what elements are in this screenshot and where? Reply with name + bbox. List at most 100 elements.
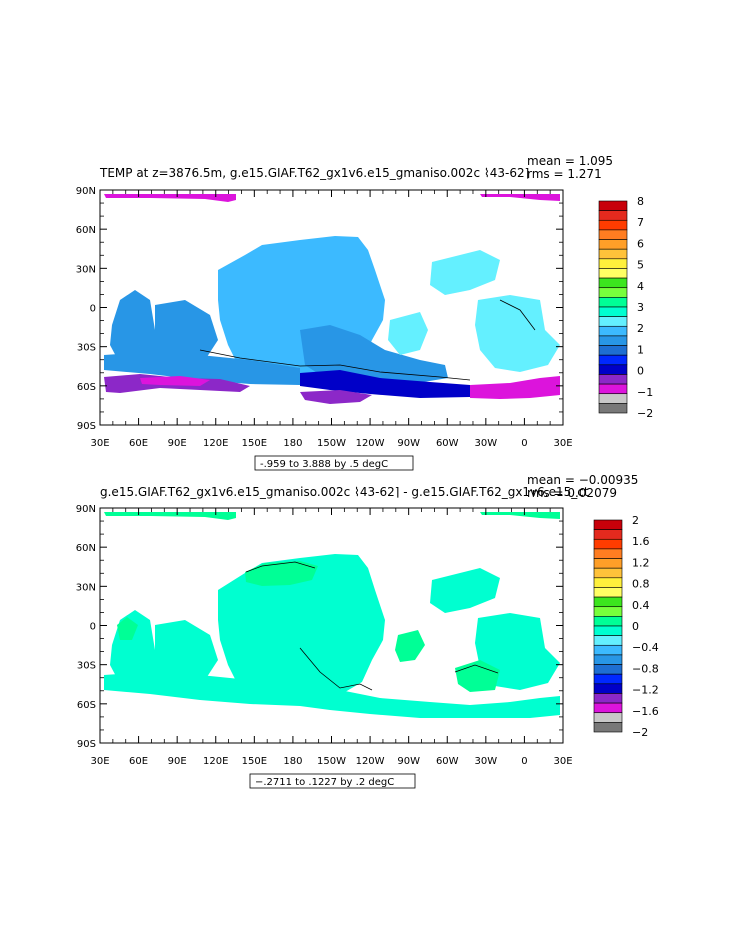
- panel-1-arctic-strip-east: [480, 194, 560, 201]
- panel-2-contour-info-box: [249, 773, 416, 789]
- colorbar-swatch: [598, 277, 628, 289]
- colorbar-swatch: [593, 635, 623, 646]
- colorbar-swatch: [593, 693, 623, 704]
- colorbar-label: −2: [637, 407, 653, 420]
- colorbar-label: 0: [632, 620, 639, 633]
- y-tick-label: 0: [90, 622, 96, 633]
- colorbar-label: −1.2: [632, 684, 659, 697]
- x-tick-label: 90W: [397, 438, 420, 449]
- x-tick-label: 180: [283, 438, 302, 449]
- panel-1-title: TEMP at z=3876.5m, g.e15.GIAF.T62_gx1v6.…: [99, 166, 529, 180]
- colorbar-swatch: [598, 354, 628, 366]
- colorbar-label: 1.2: [632, 556, 650, 569]
- x-tick-label: 90E: [168, 438, 187, 449]
- colorbar-swatch: [598, 335, 628, 346]
- y-tick-label: 30N: [76, 264, 96, 275]
- colorbar-swatch: [598, 287, 628, 298]
- x-tick-label: 60E: [129, 438, 148, 449]
- panel-2-colorbar: 2 1.6 1.2 0.8 0.4 0 −0.4 −0.8 −1.2 −1.6 −2: [593, 514, 659, 739]
- colorbar-swatch: [598, 239, 628, 250]
- y-tick-label: 60S: [77, 382, 96, 393]
- panel-1-contour-info-box: [254, 455, 414, 471]
- x-tick-label: 120E: [203, 756, 228, 767]
- x-tick-label: 30E: [90, 756, 109, 767]
- panel-1-x-axis: 30E 60E 90E 120E 150E 180 150W 120W 90W 60W 30W 0 30…: [90, 190, 573, 449]
- panel-1-southern-purple-2: [300, 390, 372, 404]
- colorbar-label: −0.8: [632, 662, 659, 675]
- panel-2-indian-east: [155, 620, 218, 688]
- colorbar-swatch: [598, 229, 628, 240]
- panel-2-y-axis: 90N 60N 30N 0 30S 60S 90S: [76, 504, 563, 750]
- colorbar-label: 0.8: [632, 578, 650, 591]
- y-tick-label: 90S: [77, 421, 96, 432]
- colorbar-swatch: [598, 383, 628, 395]
- colorbar-swatch: [593, 538, 623, 550]
- colorbar-label: 8: [637, 195, 644, 208]
- panel-2-pacific-green: [245, 561, 318, 586]
- colorbar-swatch: [598, 403, 628, 414]
- x-tick-label: 30E: [553, 756, 572, 767]
- colorbar-swatch: [593, 606, 623, 617]
- panel-2-map-field: [104, 512, 560, 718]
- panel-1-contour-info: -.959 to 3.888 by .5 degC: [260, 459, 388, 470]
- colorbar-label: 0: [637, 365, 644, 378]
- panel-1-southern-magenta: [470, 376, 560, 399]
- x-tick-label: 60E: [129, 756, 148, 767]
- colorbar-swatch: [593, 712, 623, 723]
- panel-2-contour-3: [454, 664, 499, 674]
- colorbar-label: 2: [632, 514, 639, 527]
- colorbar-swatch: [593, 567, 623, 579]
- colorbar-swatch: [598, 306, 628, 317]
- colorbar-label: −1: [637, 386, 653, 399]
- colorbar-swatch: [598, 393, 628, 404]
- panel-1-southern-blue-west: [104, 352, 300, 385]
- panel-2-x-axis: 30E 60E 90E 120E 150E 180 150W 120W 90W 60W 30W 0 30…: [90, 508, 573, 767]
- panel-1-y-axis: 90N 60N 30N 0 30S 60S 90S: [76, 186, 563, 432]
- x-tick-label: 150W: [317, 438, 346, 449]
- panel-1-colorbar: 8 7 6 5 4 3 2 1 0 −1 −2: [598, 195, 653, 420]
- panel-1-contour-2: [499, 299, 536, 331]
- colorbar-swatch: [593, 519, 623, 530]
- colorbar-label: 3: [637, 301, 644, 314]
- colorbar-swatch: [598, 200, 628, 211]
- panel-2-contour-info: −.2711 to .1227 by .2 degC: [255, 777, 394, 788]
- panel-1-atlantic-east: [388, 312, 428, 355]
- colorbar-swatch: [598, 248, 628, 260]
- colorbar-label: 6: [637, 237, 644, 250]
- panel-2-mean: mean = −0.00935: [527, 473, 638, 487]
- colorbar-swatch: [598, 316, 628, 327]
- colorbar-swatch: [593, 644, 623, 656]
- panel-1-rms: rms = 1.271: [527, 167, 602, 181]
- x-tick-label: 150W: [317, 756, 346, 767]
- panel-1-atlantic-south: [475, 295, 560, 372]
- panel-2-rms: rms = 0.02079: [527, 486, 617, 500]
- colorbar-swatch: [593, 587, 623, 598]
- panel-2-indian-green: [117, 617, 138, 640]
- panel-2: g.e15.GIAF.T62_gx1v6.e15_gmaniso.002c ⌇4…: [76, 473, 659, 789]
- colorbar-swatch: [593, 558, 623, 569]
- panel-2-arctic-strip-east: [480, 512, 560, 519]
- panel-1: TEMP at z=3876.5m, g.e15.GIAF.T62_gx1v6.…: [76, 154, 653, 471]
- colorbar-swatch: [598, 374, 628, 385]
- colorbar-label: 2: [637, 322, 644, 335]
- x-tick-label: 60W: [436, 756, 459, 767]
- y-tick-label: 30S: [77, 343, 96, 354]
- colorbar-label: 5: [637, 259, 644, 272]
- colorbar-swatch: [593, 616, 623, 627]
- y-tick-label: 60S: [77, 700, 96, 711]
- y-tick-label: 0: [90, 304, 96, 315]
- x-tick-label: 30W: [475, 756, 498, 767]
- x-tick-label: 0: [521, 438, 527, 449]
- colorbar-label: 1.6: [632, 535, 650, 548]
- colorbar-swatch: [598, 297, 628, 308]
- colorbar-label: −2: [632, 726, 648, 739]
- colorbar-swatch: [593, 683, 623, 694]
- colorbar-swatch: [598, 364, 628, 375]
- panel-2-southern: [104, 672, 560, 718]
- panel-2-atlantic-east: [395, 630, 425, 662]
- x-tick-label: 0: [521, 756, 527, 767]
- y-tick-label: 30N: [76, 582, 96, 593]
- panel-1-southern-magenta-2: [140, 376, 210, 386]
- colorbar-label: 1: [637, 343, 644, 356]
- panel-1-indian-east: [155, 300, 218, 368]
